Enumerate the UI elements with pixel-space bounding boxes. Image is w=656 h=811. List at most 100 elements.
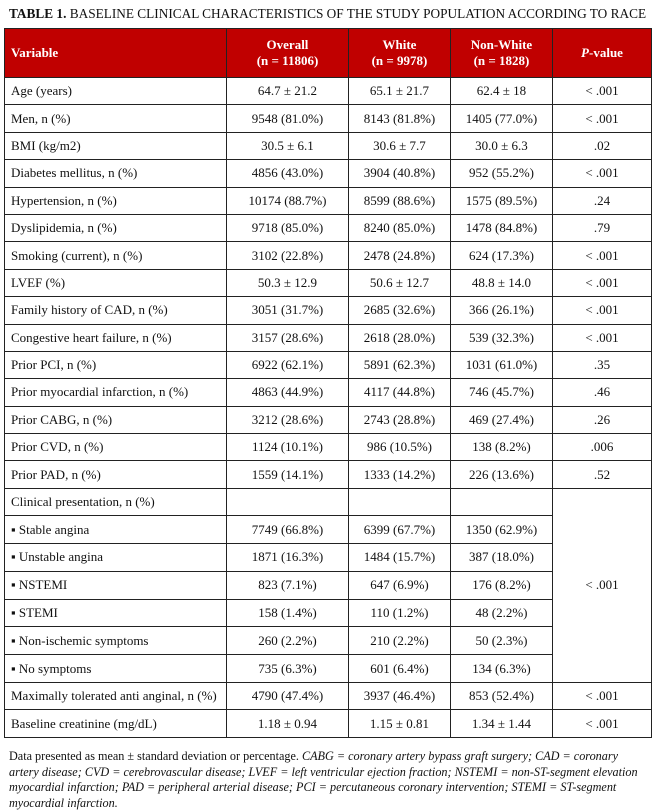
value-cell: < .001	[552, 76, 652, 106]
header-row: Variable Overall (n = 11806) White (n = 99…	[4, 28, 652, 78]
value-cell: 50.6 ± 12.7	[348, 268, 451, 298]
value-cell: 5891 (62.3%)	[348, 350, 451, 380]
value-cell: 30.5 ± 6.1	[226, 131, 349, 161]
value-cell: 8143 (81.8%)	[348, 104, 451, 133]
table-row: ▪ NSTEMI 823 (7.1%) 647 (6.9%) 176 (8.2%)	[4, 570, 652, 600]
table-row: LVEF (%) 50.3 ± 12.9 50.6 ± 12.7 48.8 ± 14.…	[4, 268, 652, 298]
value-cell: 1.15 ± 0.81	[348, 709, 451, 738]
value-cell: 65.1 ± 21.7	[348, 76, 451, 106]
value-cell: .79	[552, 213, 652, 243]
value-cell: 4863 (44.9%)	[226, 378, 349, 407]
value-cell: 3102 (22.8%)	[226, 241, 349, 270]
value-cell: 1333 (14.2%)	[348, 460, 451, 489]
table-row: ▪ STEMI 158 (1.4%) 110 (1.2%) 48 (2.2%)	[4, 598, 652, 628]
value-cell: 366 (26.1%)	[450, 296, 553, 325]
value-cell: .35	[552, 350, 652, 380]
header-overall: Overall (n = 11806)	[226, 28, 349, 78]
header-nonwhite: Non-White (n = 1828)	[450, 28, 553, 78]
table-row: Prior PAD, n (%) 1559 (14.1%) 1333 (14.2%)…	[4, 460, 652, 489]
variable-cell: Prior PAD, n (%)	[4, 460, 227, 489]
value-cell: 4117 (44.8%)	[348, 378, 451, 407]
value-cell: 210 (2.2%)	[348, 626, 451, 656]
value-cell	[348, 487, 451, 517]
value-cell: < .001	[552, 241, 652, 270]
value-cell: 138 (8.2%)	[450, 433, 553, 462]
variable-cell: Clinical presentation, n (%)	[4, 487, 227, 517]
variable-cell: ▪ Non-ischemic symptoms	[4, 626, 227, 656]
variable-cell: ▪ No symptoms	[4, 654, 227, 684]
value-cell: < .001	[552, 296, 652, 325]
value-cell: 48 (2.2%)	[450, 598, 553, 628]
value-cell: 952 (55.2%)	[450, 159, 553, 188]
variable-cell: Prior PCI, n (%)	[4, 350, 227, 380]
variable-cell: ▪ STEMI	[4, 598, 227, 628]
value-cell: 30.6 ± 7.7	[348, 131, 451, 161]
value-cell: 3157 (28.6%)	[226, 323, 349, 352]
value-cell: 601 (6.4%)	[348, 654, 451, 684]
table-row: Diabetes mellitus, n (%) 4856 (43.0%) 3904…	[4, 159, 652, 188]
table-label: TABLE 1.	[9, 6, 67, 21]
value-cell: 260 (2.2%)	[226, 626, 349, 656]
value-cell: 2618 (28.0%)	[348, 323, 451, 352]
value-cell: 746 (45.7%)	[450, 378, 553, 407]
value-cell: 6399 (67.7%)	[348, 515, 451, 545]
table-row: BMI (kg/m2) 30.5 ± 6.1 30.6 ± 7.7 30.0 ± 6.…	[4, 131, 652, 161]
header-white: White (n = 9978)	[348, 28, 451, 78]
table-row: Prior PCI, n (%) 6922 (62.1%) 5891 (62.3%)…	[4, 350, 652, 380]
variable-cell: BMI (kg/m2)	[4, 131, 227, 161]
table-row: Men, n (%) 9548 (81.0%) 8143 (81.8%) 1405 (…	[4, 104, 652, 133]
variable-cell: Dyslipidemia, n (%)	[4, 213, 227, 243]
value-cell: 7749 (66.8%)	[226, 515, 349, 545]
value-cell: 1350 (62.9%)	[450, 515, 553, 545]
value-cell: 62.4 ± 18	[450, 76, 553, 106]
value-cell: 3937 (46.4%)	[348, 682, 451, 711]
footnote: Data presented as mean ± standard deviat…	[9, 749, 638, 810]
value-cell: < .001	[552, 159, 652, 188]
value-cell: .52	[552, 460, 652, 489]
value-cell: 1.18 ± 0.94	[226, 709, 349, 738]
variable-cell: Hypertension, n (%)	[4, 186, 227, 215]
variable-cell: Men, n (%)	[4, 104, 227, 133]
variable-cell: Smoking (current), n (%)	[4, 241, 227, 270]
value-cell: 226 (13.6%)	[450, 460, 553, 489]
value-cell: 2478 (24.8%)	[348, 241, 451, 270]
value-cell: < .001	[552, 268, 652, 298]
value-cell: 1405 (77.0%)	[450, 104, 553, 133]
value-cell: < .001	[552, 709, 652, 738]
value-cell: 539 (32.3%)	[450, 323, 553, 352]
value-cell: < .001	[552, 323, 652, 352]
value-cell	[226, 487, 349, 517]
value-cell: 1871 (16.3%)	[226, 543, 349, 572]
table-row: Hypertension, n (%) 10174 (88.7%) 8599 (88…	[4, 186, 652, 215]
value-cell: 3904 (40.8%)	[348, 159, 451, 188]
value-cell: 1031 (61.0%)	[450, 350, 553, 380]
table-row: Family history of CAD, n (%) 3051 (31.7%)…	[4, 296, 652, 325]
table-row: Congestive heart failure, n (%) 3157 (28.…	[4, 323, 652, 352]
variable-cell: Diabetes mellitus, n (%)	[4, 159, 227, 188]
value-cell: 9718 (85.0%)	[226, 213, 349, 243]
value-cell: 9548 (81.0%)	[226, 104, 349, 133]
baseline-table: Variable Overall (n = 11806) White (n = 99…	[4, 28, 652, 738]
value-cell: 647 (6.9%)	[348, 570, 451, 600]
variable-cell: LVEF (%)	[4, 268, 227, 298]
value-cell: 469 (27.4%)	[450, 405, 553, 435]
variable-cell: Family history of CAD, n (%)	[4, 296, 227, 325]
value-cell: 10174 (88.7%)	[226, 186, 349, 215]
variable-cell: Baseline creatinine (mg/dL)	[4, 709, 227, 738]
variable-cell: ▪ Stable angina	[4, 515, 227, 545]
table-row: Prior myocardial infarction, n (%) 4863 (…	[4, 378, 652, 407]
value-cell: .02	[552, 131, 652, 161]
value-cell: 3212 (28.6%)	[226, 405, 349, 435]
variable-cell: Congestive heart failure, n (%)	[4, 323, 227, 352]
value-cell: 823 (7.1%)	[226, 570, 349, 600]
variable-cell: ▪ Unstable angina	[4, 543, 227, 572]
value-cell: 64.7 ± 21.2	[226, 76, 349, 106]
value-cell: 4856 (43.0%)	[226, 159, 349, 188]
value-cell: 50 (2.3%)	[450, 626, 553, 656]
value-cell: 1.34 ± 1.44	[450, 709, 553, 738]
table-row: ▪ Unstable angina 1871 (16.3%) 1484 (15.7%…	[4, 543, 652, 572]
value-cell: 1575 (89.5%)	[450, 186, 553, 215]
value-cell: < .001	[552, 104, 652, 133]
value-cell: 4790 (47.4%)	[226, 682, 349, 711]
header-pvalue: P-value	[552, 28, 652, 78]
